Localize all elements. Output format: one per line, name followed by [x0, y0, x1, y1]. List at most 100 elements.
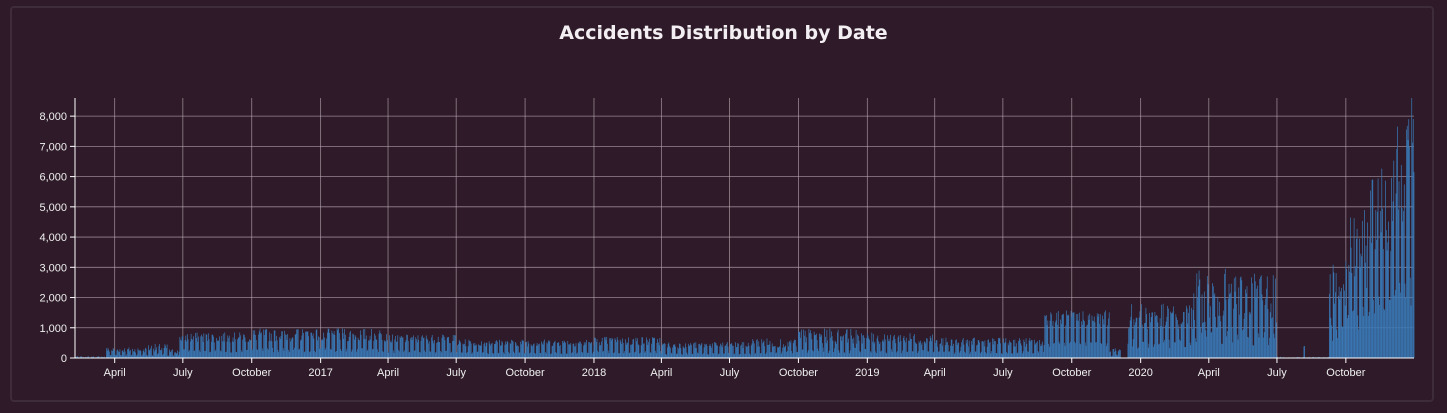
bar: [845, 329, 847, 358]
bar: [970, 351, 972, 358]
bar: [680, 348, 682, 358]
bar: [261, 348, 263, 358]
bar: [1232, 342, 1234, 358]
bar: [100, 356, 102, 358]
bar: [825, 336, 826, 358]
bar: [1132, 339, 1134, 358]
bar: [160, 350, 161, 358]
x-tick-label: April: [650, 367, 672, 379]
bar: [1404, 283, 1406, 358]
bar: [591, 342, 593, 358]
bar: [151, 345, 152, 358]
bar: [306, 331, 307, 358]
bar: [1408, 119, 1410, 358]
x-tick: October: [1326, 358, 1366, 379]
bar: [501, 340, 503, 358]
bar: [1102, 315, 1103, 358]
bar: [91, 356, 92, 358]
bar: [770, 352, 772, 358]
bar: [417, 335, 419, 358]
bar: [462, 343, 464, 358]
bar: [634, 351, 636, 358]
bar: [799, 331, 801, 358]
bar: [521, 339, 523, 358]
bar: [1238, 287, 1240, 358]
bar: [1208, 303, 1210, 358]
bar: [801, 329, 802, 358]
bar: [1260, 276, 1261, 358]
bar: [388, 352, 390, 358]
bar: [944, 351, 945, 358]
bar: [1386, 250, 1388, 358]
bar: [1128, 328, 1130, 358]
bar: [544, 352, 546, 358]
bar: [1003, 338, 1004, 358]
bar: [1264, 304, 1266, 358]
bar: [608, 353, 610, 358]
bar: [1330, 317, 1332, 358]
bar: [150, 348, 151, 358]
bar: [828, 350, 830, 358]
bar: [257, 349, 259, 358]
bar: [1382, 249, 1384, 358]
bar: [199, 352, 201, 358]
bar: [486, 342, 488, 358]
bar: [344, 329, 345, 358]
bar: [1033, 339, 1035, 358]
bar: [640, 345, 642, 358]
y-tick: 4,000: [39, 232, 75, 244]
bar: [904, 340, 906, 358]
bar: [580, 343, 582, 358]
bar: [561, 353, 563, 358]
bar: [538, 343, 540, 358]
bar: [705, 344, 706, 358]
bar: [1017, 352, 1019, 358]
bar: [795, 346, 797, 358]
bar: [1078, 312, 1080, 358]
bar: [955, 340, 957, 358]
bar: [309, 352, 310, 358]
bar: [1185, 305, 1187, 358]
bar: [1085, 345, 1087, 358]
bar: [498, 353, 500, 358]
bar: [1206, 276, 1208, 358]
bar: [906, 352, 908, 358]
bar: [202, 342, 204, 358]
bar: [1329, 293, 1330, 358]
bar: [102, 356, 104, 358]
bar: [789, 341, 790, 358]
bar: [946, 342, 948, 358]
bar: [878, 341, 879, 358]
bar: [1138, 317, 1140, 358]
bar: [532, 346, 533, 358]
bar: [1368, 311, 1370, 358]
bar: [884, 339, 886, 358]
bar: [487, 353, 488, 358]
bar: [1197, 297, 1198, 358]
bar: [678, 348, 679, 358]
bar: [412, 337, 414, 358]
bar: [1159, 343, 1160, 358]
bar: [890, 334, 891, 358]
bar: [698, 343, 700, 358]
bar: [1379, 211, 1381, 358]
bar: [760, 353, 762, 358]
bar: [1035, 343, 1037, 358]
bar: [1204, 321, 1206, 358]
bar: [157, 353, 159, 358]
bar: [1045, 316, 1046, 358]
bar: [737, 343, 739, 358]
bar: [452, 334, 454, 358]
bar: [764, 346, 766, 358]
bar: [649, 338, 650, 358]
bar: [655, 353, 657, 358]
bar: [416, 342, 418, 358]
bar: [1358, 329, 1359, 358]
bar: [220, 351, 222, 358]
bar: [1376, 239, 1377, 358]
bar: [452, 341, 453, 358]
bar: [1042, 351, 1044, 358]
bar: [814, 335, 816, 358]
bar: [586, 352, 588, 358]
bar: [1199, 279, 1201, 358]
